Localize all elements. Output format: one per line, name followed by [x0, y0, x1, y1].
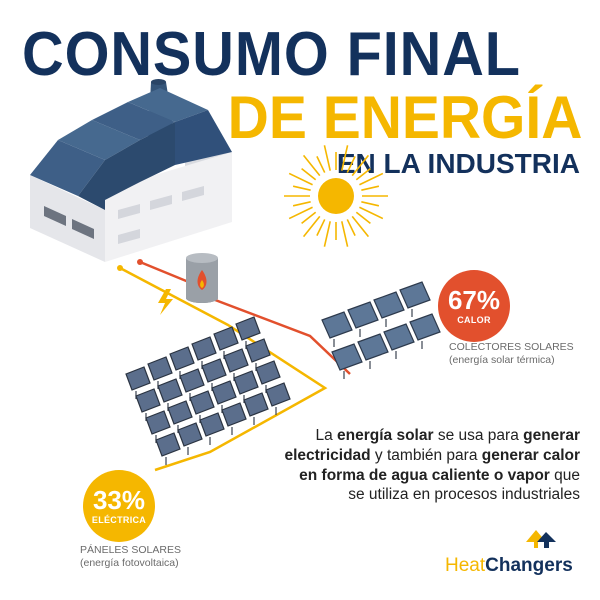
calor-percent: 67%	[447, 285, 501, 315]
desc-text-1: La	[315, 427, 338, 444]
pv-panel	[147, 356, 173, 381]
wire-outlet	[117, 265, 123, 271]
pv-panel	[177, 422, 203, 447]
pv-panel	[169, 346, 195, 371]
paneles-caption-subtitle: (energía fotovoltaica)	[80, 557, 179, 570]
pv-panel	[223, 348, 249, 373]
factory-icon	[30, 79, 232, 262]
pv-panel	[191, 336, 217, 361]
colectores-caption-title: COLECTORES SOLARES	[449, 341, 574, 353]
collector-panel	[409, 313, 441, 341]
brand-logo: HeatChangers	[445, 556, 573, 575]
desc-text-2: se usa para	[433, 427, 524, 444]
brand-logo-icon	[526, 530, 556, 548]
description: La energía solar se usa para generar ele…	[280, 426, 580, 505]
desc-bold-3: generar calor en forma de agua caliente …	[299, 446, 580, 484]
collector-panel	[331, 343, 363, 371]
pv-panel	[235, 316, 261, 341]
pv-panel	[167, 400, 193, 425]
pv-panel	[145, 410, 171, 435]
colectores-caption: COLECTORES SOLARES (energía solar térmic…	[449, 341, 574, 367]
solar-panels	[125, 316, 291, 465]
collector-panel	[347, 301, 379, 329]
pv-panel	[255, 360, 281, 385]
calor-label: CALOR	[457, 315, 491, 325]
pv-panel	[179, 368, 205, 393]
pv-panel	[245, 338, 271, 363]
pv-panel	[243, 392, 269, 417]
desc-text-4: que se utiliza en procesos industriales	[348, 466, 580, 504]
title-line-2: DE ENERGÍA	[227, 84, 582, 151]
collector-panel	[383, 323, 415, 351]
solar-collectors	[321, 281, 441, 379]
title-line-1: CONSUMO FINAL	[22, 20, 521, 89]
water-tank-icon	[186, 253, 218, 303]
pv-panel	[211, 380, 237, 405]
desc-text-3: y también para	[370, 446, 482, 464]
collector-panel	[373, 291, 405, 319]
pv-panel	[213, 326, 239, 351]
colectores-caption-subtitle: (energía solar térmica)	[449, 354, 555, 367]
lightning-icon	[158, 289, 173, 315]
brand-changers: Changers	[485, 555, 573, 576]
electric-wire	[119, 266, 328, 472]
pv-panel	[125, 366, 151, 391]
desc-bold-1: energía solar	[337, 427, 434, 444]
pv-panel	[155, 432, 181, 457]
electrica-badge: 33% ELÉCTRICA	[83, 470, 155, 542]
pv-panel	[157, 378, 183, 403]
brand-heat: Heat	[445, 555, 486, 576]
electrica-label: ELÉCTRICA	[91, 515, 147, 525]
collector-panel	[321, 311, 353, 339]
electrica-percent: 33%	[92, 485, 146, 515]
pv-panel	[201, 358, 227, 383]
paneles-caption-title: PÁNELES SOLARES	[80, 544, 181, 556]
pv-panel	[221, 402, 247, 427]
calor-badge: 67% CALOR	[438, 270, 510, 342]
pipe-outlet	[137, 259, 143, 265]
sun-icon	[284, 145, 388, 247]
collector-panel	[399, 281, 431, 309]
desc-bold-2: generar electricidad	[284, 427, 580, 464]
collector-panel	[357, 333, 389, 361]
pv-panel	[199, 412, 225, 437]
title-line-3: EN LA INDUSTRIA	[336, 148, 580, 179]
pv-panel	[233, 370, 259, 395]
pv-panel	[135, 388, 161, 413]
paneles-caption: PÁNELES SOLARES (energía fotovoltaica)	[80, 544, 181, 570]
pv-panel	[265, 382, 291, 407]
pv-panel	[189, 390, 215, 415]
